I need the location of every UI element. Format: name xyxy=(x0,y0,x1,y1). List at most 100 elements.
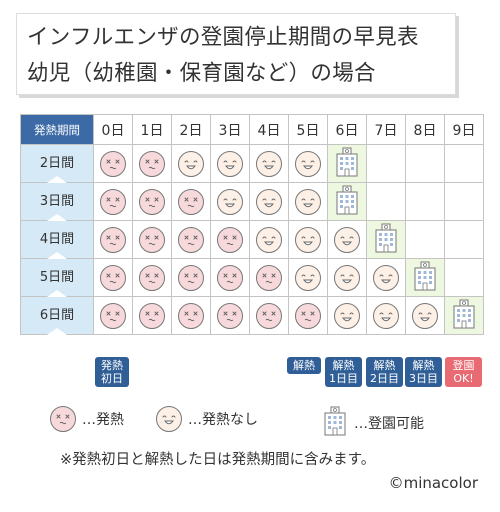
day-header: 5日 xyxy=(288,114,328,145)
tag-end-day3: 解熱 3日目 xyxy=(405,357,442,387)
day-cell xyxy=(327,144,367,183)
day-header: 2日 xyxy=(171,114,211,145)
day-cell xyxy=(444,144,484,183)
day-cell xyxy=(444,258,484,297)
day-cell xyxy=(171,220,211,259)
day-cell xyxy=(327,182,367,221)
tag-fever-end: 解熱 xyxy=(287,357,321,374)
row-label: 6日間 xyxy=(39,308,75,323)
nofever-face-icon xyxy=(156,406,182,432)
nofever-face-icon xyxy=(256,188,282,215)
fever-face-icon xyxy=(100,264,126,291)
day-cell xyxy=(93,258,133,297)
fever-face-icon xyxy=(139,302,165,329)
fever-face-icon xyxy=(100,226,126,253)
legend-fever-label: …発熱 xyxy=(82,412,124,428)
day-cell xyxy=(444,220,484,259)
fever-face-icon xyxy=(256,302,282,329)
day-cell xyxy=(405,296,445,335)
day-header: 7日 xyxy=(366,114,406,145)
table-row: 6日間 xyxy=(20,296,484,335)
nofever-face-icon xyxy=(178,150,204,177)
day-cell xyxy=(288,182,328,221)
day-header: 1日 xyxy=(132,114,172,145)
row-label-cell: 6日間 xyxy=(20,296,94,335)
day-header: 4日 xyxy=(249,114,289,145)
fever-face-icon xyxy=(100,188,126,215)
day-cell xyxy=(171,182,211,221)
day-cell xyxy=(210,144,250,183)
title-line-1: インフルエンザの登園停止期間の早見表 xyxy=(27,25,419,50)
day-cell xyxy=(93,220,133,259)
table-row: 5日間 xyxy=(20,258,484,297)
nofever-face-icon xyxy=(373,264,399,291)
fever-face-icon xyxy=(295,302,321,329)
footnote: ※発熱初日と解熱した日は発熱期間に含みます。 xyxy=(60,452,376,468)
nofever-face-icon xyxy=(217,188,243,215)
day-header: 6日 xyxy=(327,114,367,145)
nofever-face-icon xyxy=(295,226,321,253)
row-label: 3日間 xyxy=(39,194,75,209)
day-cell xyxy=(327,220,367,259)
fever-face-icon xyxy=(178,188,204,215)
fever-face-icon xyxy=(139,150,165,177)
day-cell xyxy=(444,182,484,221)
day-cell xyxy=(366,220,406,259)
fever-face-icon xyxy=(178,226,204,253)
day-cell xyxy=(210,182,250,221)
day-cell xyxy=(366,258,406,297)
credit: ©minacolor xyxy=(388,474,478,492)
day-cell xyxy=(171,258,211,297)
fever-face-icon xyxy=(50,406,76,432)
day-cell xyxy=(249,220,289,259)
day-cell xyxy=(249,144,289,183)
day-cell xyxy=(288,220,328,259)
fever-face-icon xyxy=(139,226,165,253)
nofever-face-icon xyxy=(295,264,321,291)
day-cell xyxy=(366,182,406,221)
nofever-face-icon xyxy=(295,150,321,177)
day-cell xyxy=(132,144,172,183)
title-box: インフルエンザの登園停止期間の早見表 幼児（幼稚園・保育園など）の場合 xyxy=(16,13,456,95)
nofever-face-icon xyxy=(256,150,282,177)
day-cell xyxy=(210,296,250,335)
chevron-up-icon xyxy=(47,176,67,183)
fever-face-icon xyxy=(100,302,126,329)
fever-face-icon xyxy=(217,302,243,329)
day-cell xyxy=(132,296,172,335)
day-cell xyxy=(327,296,367,335)
day-cell xyxy=(405,182,445,221)
day-header: 0日 xyxy=(93,114,133,145)
day-cell xyxy=(366,296,406,335)
schedule-table: 発熱期間 0日 1日 2日 3日 4日 5日 6日 7日 8日 9日 2日間 3日間 4日間 5日間 6日間 xyxy=(20,114,484,335)
day-cell xyxy=(405,258,445,297)
day-header: 8日 xyxy=(405,114,445,145)
header-row: 発熱期間 0日 1日 2日 3日 4日 5日 6日 7日 8日 9日 xyxy=(20,114,484,145)
tag-end-day1: 解熱 1日目 xyxy=(325,357,362,387)
row-label-cell: 5日間 xyxy=(20,258,94,297)
day-cell xyxy=(288,296,328,335)
row-label: 5日間 xyxy=(39,270,75,285)
fever-face-icon xyxy=(178,264,204,291)
row-label: 2日間 xyxy=(39,156,75,171)
nofever-face-icon xyxy=(412,302,438,329)
chevron-up-icon xyxy=(47,214,67,221)
day-cell xyxy=(249,258,289,297)
day-cell xyxy=(249,182,289,221)
chevron-up-icon xyxy=(47,328,67,335)
legend-nofever: …発熱なし xyxy=(156,406,258,432)
day-cell xyxy=(210,258,250,297)
table-row: 3日間 xyxy=(20,182,484,221)
day-cell xyxy=(93,296,133,335)
nofever-face-icon xyxy=(217,150,243,177)
day-cell xyxy=(171,144,211,183)
day-header: 3日 xyxy=(210,114,250,145)
row-label-cell: 4日間 xyxy=(20,220,94,259)
table-row: 4日間 xyxy=(20,220,484,259)
day-cell xyxy=(249,296,289,335)
day-cell xyxy=(405,220,445,259)
day-cell xyxy=(132,182,172,221)
title-line-2: 幼児（幼稚園・保育園など）の場合 xyxy=(27,61,376,86)
nofever-face-icon xyxy=(373,302,399,329)
legend-ok-label: …登園可能 xyxy=(354,416,424,432)
